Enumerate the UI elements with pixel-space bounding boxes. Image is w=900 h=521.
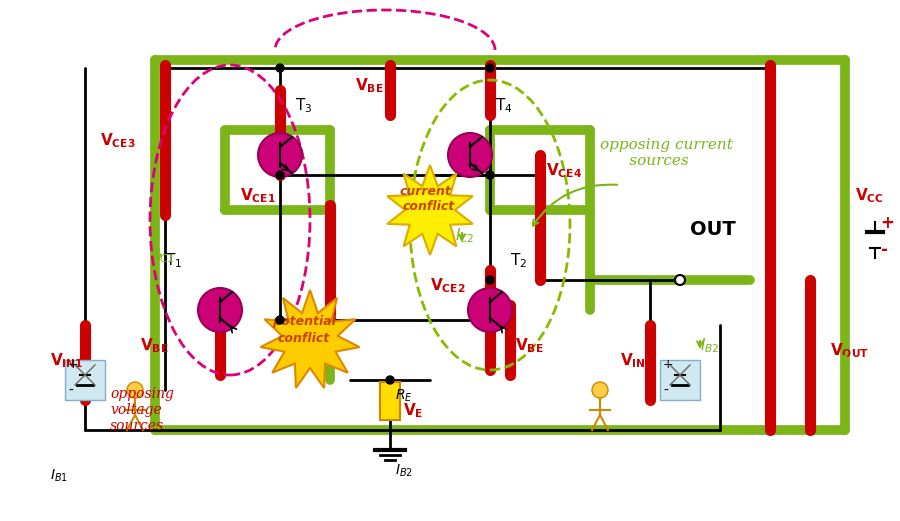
Text: -: - [68,384,73,398]
Text: +: + [68,358,78,371]
Circle shape [486,171,494,179]
Circle shape [127,382,143,398]
Text: T$_3$: T$_3$ [295,96,312,115]
Circle shape [592,382,608,398]
Text: $\mathbf{V_{CE4}}$: $\mathbf{V_{CE4}}$ [546,161,582,180]
Text: $\mathbf{V_{IN1}}$: $\mathbf{V_{IN1}}$ [50,351,84,370]
Circle shape [448,133,492,177]
Circle shape [258,133,302,177]
Text: $\mathit{I_{C2}}$: $\mathit{I_{C2}}$ [455,226,474,245]
Text: +: + [880,214,894,232]
Text: $\mathbf{V_{BE}}$: $\mathbf{V_{BE}}$ [355,76,383,95]
Text: $\mathbf{V_{CE1}}$: $\mathbf{V_{CE1}}$ [240,186,275,205]
Text: T$_4$: T$_4$ [495,96,513,115]
Text: $\mathbf{V_{BE}}$: $\mathbf{V_{BE}}$ [515,336,544,355]
Text: $\mathbf{V_{CC}}$: $\mathbf{V_{CC}}$ [855,186,884,205]
Circle shape [198,288,242,332]
FancyBboxPatch shape [660,360,700,400]
Text: $\mathit{I_{B2}}$: $\mathit{I_{B2}}$ [700,336,719,355]
Circle shape [486,64,494,72]
Circle shape [386,376,394,384]
Text: opposing current
      sources: opposing current sources [600,138,733,168]
Text: $R_E$: $R_E$ [395,388,413,404]
Circle shape [276,171,284,179]
Text: opposing
voltage
sources: opposing voltage sources [110,387,174,433]
Text: $\mathbf{V_{BE}}$: $\mathbf{V_{BE}}$ [140,336,168,355]
Text: +: + [663,358,673,371]
Text: $\mathit{I_{C1}}$: $\mathit{I_{C1}}$ [155,246,175,265]
Circle shape [276,64,284,72]
Text: conflict: conflict [278,332,330,345]
Text: $\mathbf{V_{IN2}}$: $\mathbf{V_{IN2}}$ [620,351,653,370]
Text: -: - [880,241,886,259]
Text: conflict: conflict [403,200,455,213]
Circle shape [276,316,284,324]
Text: $\mathbf{V_E}$: $\mathbf{V_E}$ [403,401,424,420]
FancyBboxPatch shape [380,382,400,420]
Text: $\mathit{I_{B2}}$: $\mathit{I_{B2}}$ [395,463,413,479]
Text: $\mathit{I_{B1}}$: $\mathit{I_{B1}}$ [50,468,68,485]
Circle shape [486,276,494,284]
Polygon shape [260,290,359,388]
Text: -: - [663,384,668,398]
Text: T$_2$: T$_2$ [510,251,527,270]
Text: $\mathbf{V_{CE3}}$: $\mathbf{V_{CE3}}$ [100,131,136,150]
Text: $\mathbf{V_{OUT}}$: $\mathbf{V_{OUT}}$ [830,341,869,359]
Circle shape [468,288,512,332]
FancyBboxPatch shape [65,360,105,400]
Text: OUT: OUT [690,220,736,239]
Text: $\mathbf{V_{CE2}}$: $\mathbf{V_{CE2}}$ [430,276,465,295]
Polygon shape [387,165,472,255]
FancyArrowPatch shape [533,184,617,226]
Circle shape [675,275,685,285]
Text: current: current [400,185,452,198]
Text: potential: potential [272,315,336,328]
Text: T$_1$: T$_1$ [165,251,182,270]
